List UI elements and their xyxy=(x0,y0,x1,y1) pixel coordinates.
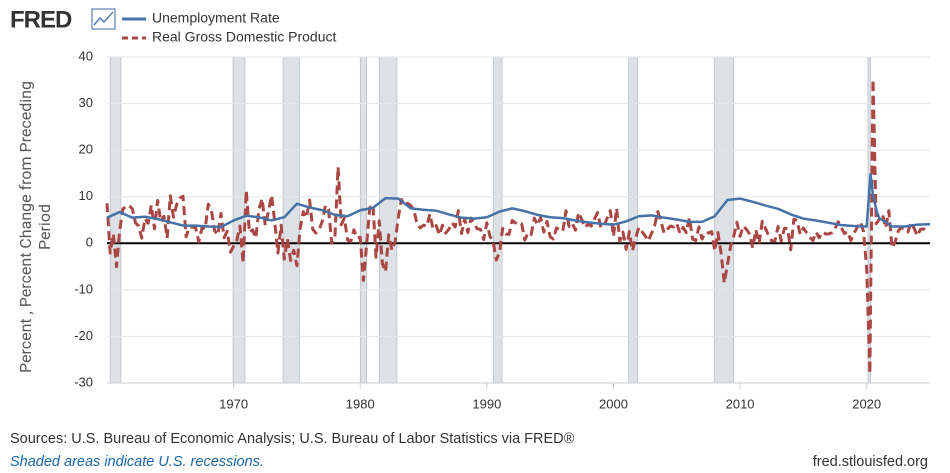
y-tick-label: 40 xyxy=(79,48,93,63)
source-note: Sources: U.S. Bureau of Economic Analysi… xyxy=(10,431,575,447)
y-tick-label: 0 xyxy=(86,235,93,250)
y-tick-label: -10 xyxy=(74,281,93,296)
y-tick-label: -20 xyxy=(74,328,93,343)
recession-band xyxy=(713,56,735,384)
x-tick-label: 1980 xyxy=(346,396,375,411)
y-tick-label: 20 xyxy=(79,142,93,157)
x-tick-label: 2000 xyxy=(599,396,628,411)
recession-band xyxy=(109,56,122,384)
site-link: fred.stlouisfed.org xyxy=(813,454,928,470)
y-tick-label: -30 xyxy=(74,374,93,389)
recession-band xyxy=(378,56,398,384)
recession-band xyxy=(359,56,367,384)
recession-note: Shaded areas indicate U.S. recessions. xyxy=(10,454,264,470)
x-tick-label: 1990 xyxy=(472,396,501,411)
x-tick-label: 2010 xyxy=(726,396,755,411)
logo: FRED xyxy=(10,6,72,33)
series-line xyxy=(106,173,931,229)
x-tick-label: 2020 xyxy=(852,396,881,411)
y-tick-label: 30 xyxy=(79,95,93,110)
legend-label: Real Gross Domestic Product xyxy=(152,29,337,45)
recession-band xyxy=(492,56,503,384)
y-tick-label: 10 xyxy=(79,188,93,203)
y-axis-label: Percent , Percent Change from Preceding … xyxy=(16,81,54,374)
series-line xyxy=(105,77,928,376)
recession-band xyxy=(282,56,300,384)
x-tick-label: 1970 xyxy=(219,396,248,411)
logo-icon xyxy=(91,8,116,30)
legend-label: Unemployment Rate xyxy=(152,10,280,26)
